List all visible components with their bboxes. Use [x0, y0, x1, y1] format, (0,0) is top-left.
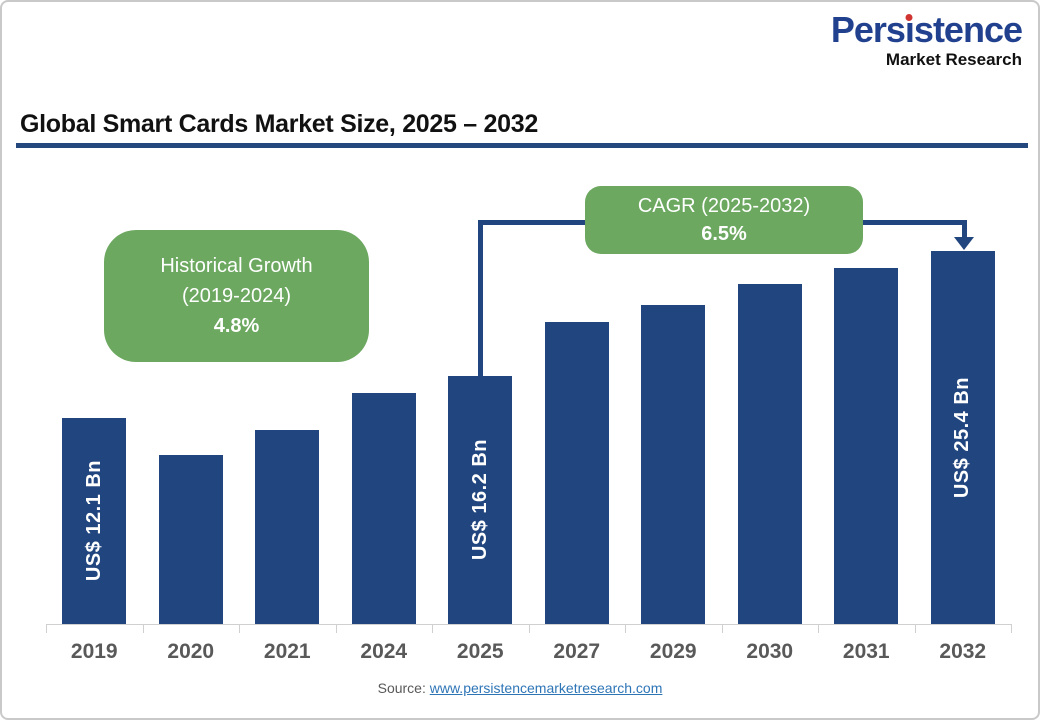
x-axis-tick: [142, 624, 144, 633]
x-label-2019: 2019: [70, 640, 118, 663]
x-label-2029: 2029: [649, 640, 697, 663]
x-label-2025: 2025: [456, 640, 504, 663]
source-link[interactable]: www.persistencemarketresearch.com: [429, 680, 663, 696]
cagr-callout: CAGR (2025-2032) 6.5%: [585, 186, 863, 254]
chart-title: Global Smart Cards Market Size, 2025 – 2…: [20, 110, 538, 138]
historical-line1: Historical Growth: [160, 255, 313, 277]
x-axis-tick: [721, 624, 723, 633]
cagr-bracket-right-vertical: [962, 220, 967, 237]
bar-2024: [351, 393, 416, 624]
x-axis-tick: [914, 624, 916, 633]
bar-2021: [255, 430, 320, 624]
source-line: Source: www.persistencemarketresearch.co…: [2, 680, 1038, 696]
logo-brand-text: Persı stence: [830, 9, 1023, 50]
x-axis-tick: [528, 624, 530, 633]
bar-2025: US$ 16.2 Bn: [448, 376, 513, 624]
logo-brand-post: stence: [913, 9, 1023, 50]
x-label-2031: 2031: [842, 640, 890, 663]
x-label-2021: 2021: [263, 640, 311, 663]
x-axis-tick: [46, 624, 47, 633]
bar-value-label-2019: US$ 12.1 Bn: [82, 460, 105, 582]
logo-brand-pre: Pers: [830, 9, 906, 50]
source-prefix: Source:: [377, 680, 426, 696]
logo-brand-dotless-i: ı: [904, 9, 915, 50]
x-axis-tick: [239, 624, 240, 633]
cagr-line1: CAGR (2025-2032): [637, 195, 811, 217]
x-axis-tick: [818, 624, 819, 633]
historical-value: 4.8%: [213, 315, 260, 337]
historical-growth-callout: Historical Growth (2019-2024) 4.8%: [104, 230, 369, 362]
cagr-arrow-down-icon: [954, 237, 974, 250]
x-axis-tick: [625, 624, 626, 633]
x-label-2027: 2027: [553, 640, 601, 663]
bar-value-label-2032: US$ 25.4 Bn: [951, 376, 974, 499]
cagr-value: 6.5%: [701, 223, 747, 245]
bar-2032: US$ 25.4 Bn: [930, 251, 995, 624]
logo-subtitle: Market Research: [885, 50, 1022, 69]
x-label-2030: 2030: [746, 640, 794, 663]
x-label-2032: 2032: [939, 640, 987, 663]
x-axis-tick: [432, 624, 433, 633]
bar-2020: [158, 455, 223, 624]
bar-2031: [834, 268, 899, 624]
x-label-2024: 2024: [360, 640, 408, 663]
x-axis-tick: [1011, 624, 1012, 633]
cagr-bracket-left-vertical: [478, 222, 483, 376]
bar-2030: [737, 284, 802, 624]
title-underline: [16, 143, 1028, 148]
pmr-logo: Persı stence Market Research: [830, 9, 1023, 69]
historical-line2: (2019-2024): [182, 285, 291, 307]
bar-2027: [544, 322, 609, 624]
bar-2029: [641, 305, 706, 624]
logo-red-dot-icon: [905, 14, 913, 21]
x-axis-tick: [335, 624, 337, 633]
bar-2019: US$ 12.1 Bn: [62, 418, 127, 624]
bar-value-label-2025: US$ 16.2 Bn: [468, 439, 491, 561]
x-label-2020: 2020: [167, 640, 215, 663]
